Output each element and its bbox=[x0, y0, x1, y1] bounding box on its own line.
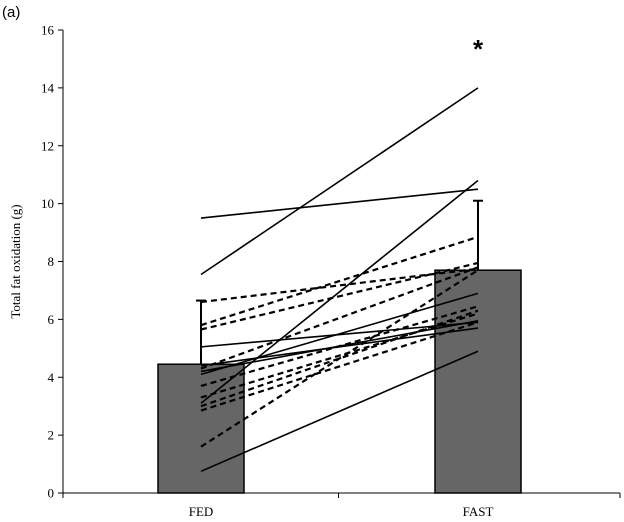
y-axis-label: Total fat oxidation (g) bbox=[8, 204, 23, 318]
y-tick-label: 8 bbox=[48, 254, 55, 269]
participant-line-10 bbox=[200, 235, 479, 327]
y-tick-label: 0 bbox=[48, 486, 55, 501]
participant-line-9 bbox=[200, 267, 479, 304]
y-tick-label: 6 bbox=[48, 312, 55, 327]
y-tick-label: 2 bbox=[48, 428, 55, 443]
panel-label: (a) bbox=[2, 4, 21, 21]
bar-fast bbox=[434, 269, 522, 494]
participant-line-5 bbox=[200, 292, 479, 376]
y-tick-label: 12 bbox=[41, 138, 54, 153]
participant-line-15 bbox=[200, 309, 479, 408]
participant-line-12 bbox=[200, 266, 479, 370]
significance-marker: * bbox=[473, 34, 484, 64]
x-tick-label-fast: FAST bbox=[463, 504, 494, 519]
y-tick-label: 16 bbox=[41, 23, 55, 38]
participant-line-1 bbox=[200, 188, 479, 219]
participant-line-17 bbox=[200, 269, 479, 448]
participant-line-16 bbox=[200, 321, 479, 412]
participant-line-13 bbox=[200, 305, 479, 387]
participant-line-3 bbox=[200, 179, 479, 404]
y-tick-label: 14 bbox=[41, 80, 55, 95]
y-tick-label: 4 bbox=[48, 370, 55, 385]
participant-line-2 bbox=[200, 87, 479, 276]
participant-line-11 bbox=[200, 261, 479, 331]
participant-line-8 bbox=[200, 350, 479, 473]
x-tick-label-fed: FED bbox=[189, 504, 214, 519]
y-tick-label: 10 bbox=[41, 196, 54, 211]
